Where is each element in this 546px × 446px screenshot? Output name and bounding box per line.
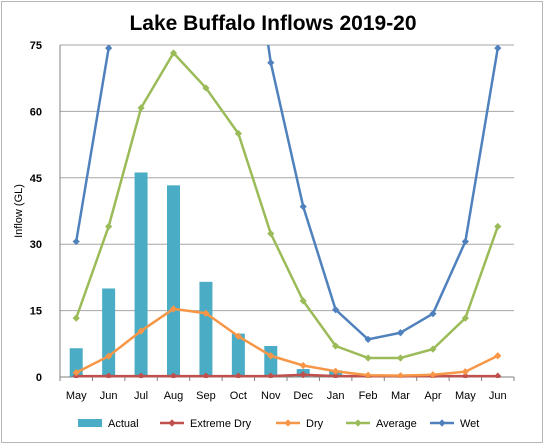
x-tick-label: Apr <box>424 390 441 402</box>
marker-wet <box>299 202 307 211</box>
marker-extreme-dry <box>299 371 307 378</box>
marker-dry <box>202 309 210 317</box>
x-tick-label: May <box>455 390 476 402</box>
y-axis-label: Inflow (GL) <box>13 184 25 238</box>
marker-average <box>332 342 340 350</box>
y-tick-label: 30 <box>30 239 42 251</box>
marker-wet <box>332 306 340 314</box>
marker-extreme-dry <box>202 372 210 378</box>
bar-actual <box>167 185 180 377</box>
bar-actual <box>102 288 116 377</box>
legend-marker-average <box>354 419 362 427</box>
marker-dry <box>332 367 340 375</box>
line-wet-offscale <box>266 45 273 63</box>
marker-average <box>105 222 113 231</box>
marker-wet <box>429 310 437 318</box>
legend-marker-extreme-dry <box>168 419 176 427</box>
y-tick-labels: 0 15 30 45 60 75 <box>30 40 42 384</box>
x-tick-label: May <box>66 390 87 402</box>
line-dry <box>75 307 499 377</box>
marker-dry <box>105 352 113 360</box>
marker-extreme-dry <box>137 372 145 378</box>
bar-actual <box>231 333 245 377</box>
x-tick-label: Oct <box>230 390 247 402</box>
bar-actual <box>199 281 213 377</box>
x-tick-label: Sep <box>196 390 216 402</box>
marker-average <box>364 354 372 362</box>
bar-actual <box>134 172 148 377</box>
marker-average <box>396 354 405 362</box>
marker-dry <box>72 368 80 377</box>
line-wet <box>269 47 500 341</box>
marker-dry <box>267 352 275 360</box>
line-series <box>74 45 500 378</box>
line-wet-offscale <box>107 45 111 49</box>
gridlines <box>60 44 514 378</box>
marker-average <box>234 129 242 138</box>
marker-wet <box>105 45 113 52</box>
legend-label-actual: Actual <box>108 418 139 430</box>
x-tick-label: Jul <box>134 390 148 402</box>
chart-title: Lake Buffalo Inflows 2019-20 <box>129 12 417 35</box>
marker-extreme-dry <box>234 372 242 378</box>
x-tick-labels: May Jun Jul Aug Sep Oct Nov Dec Jan Feb Mar Apr May J… <box>66 390 507 402</box>
marker-extreme-dry <box>267 372 275 378</box>
x-tick-label: Dec <box>293 390 313 402</box>
marker-average <box>429 345 437 353</box>
marker-dry <box>429 371 437 378</box>
marker-average <box>137 104 145 112</box>
legend-marker-wet <box>438 419 446 427</box>
y-tick-label: 15 <box>30 306 42 318</box>
x-tick-label: Jun <box>489 390 507 402</box>
marker-dry <box>299 361 307 370</box>
marker-extreme-dry <box>105 372 113 378</box>
x-tick-label: Mar <box>391 390 410 402</box>
marker-wet <box>461 237 469 246</box>
legend-label-average: Average <box>376 418 417 430</box>
line-markers <box>72 45 502 378</box>
marker-wet <box>396 329 405 337</box>
x-tick-label: Jun <box>100 390 118 402</box>
marker-dry <box>169 305 178 313</box>
marker-extreme-dry <box>332 372 340 378</box>
marker-dry <box>234 332 242 340</box>
legend-swatch-actual <box>78 419 102 427</box>
legend-label-dry: Dry <box>306 418 324 430</box>
x-tick-label: Aug <box>164 390 184 402</box>
marker-dry <box>396 372 405 378</box>
marker-dry <box>364 371 372 378</box>
marker-extreme-dry <box>169 372 178 378</box>
line-wet <box>74 47 110 242</box>
marker-average <box>202 84 210 92</box>
marker-average <box>299 297 307 305</box>
marker-average <box>461 314 469 322</box>
legend: Actual Extreme Dry Dry Average Wet <box>78 418 479 430</box>
x-tick-label: Jan <box>327 390 345 402</box>
marker-wet <box>494 45 502 52</box>
y-tick-label: 60 <box>30 106 42 118</box>
bar-actual <box>264 346 278 377</box>
marker-wet <box>72 237 80 246</box>
marker-average <box>72 314 80 322</box>
marker-average <box>267 229 275 238</box>
x-tick-label: Nov <box>261 390 281 402</box>
legend-label-wet: Wet <box>460 418 479 430</box>
marker-wet <box>267 59 275 67</box>
marker-dry <box>461 368 469 376</box>
marker-wet <box>364 335 372 343</box>
y-tick-label: 0 <box>36 372 42 384</box>
axes <box>59 45 515 381</box>
y-tick-label: 75 <box>30 40 42 52</box>
line-average <box>75 51 499 360</box>
marker-dry <box>137 327 145 335</box>
y-tick-label: 45 <box>30 173 42 185</box>
legend-marker-dry <box>284 419 292 427</box>
x-tick-label: Feb <box>359 390 378 402</box>
marker-average <box>494 222 502 231</box>
marker-dry <box>494 352 502 360</box>
marker-extreme-dry <box>494 372 502 378</box>
legend-label-extreme-dry: Extreme Dry <box>190 418 252 430</box>
marker-average <box>169 49 178 57</box>
